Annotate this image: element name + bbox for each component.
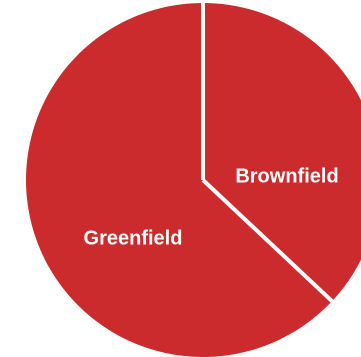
- slice-separators: [201, 3, 334, 303]
- slice-separator-1: [201, 178, 334, 303]
- slice-labels: Brownfield Greenfield: [84, 165, 339, 249]
- pie-slice-brownfield: [203, 3, 361, 302]
- pie-slice-greenfield: [25, 3, 333, 357]
- slice-label-brownfield: Brownfield: [235, 165, 338, 187]
- slice-label-greenfield: Greenfield: [84, 227, 183, 249]
- pie-slices: [25, 3, 361, 357]
